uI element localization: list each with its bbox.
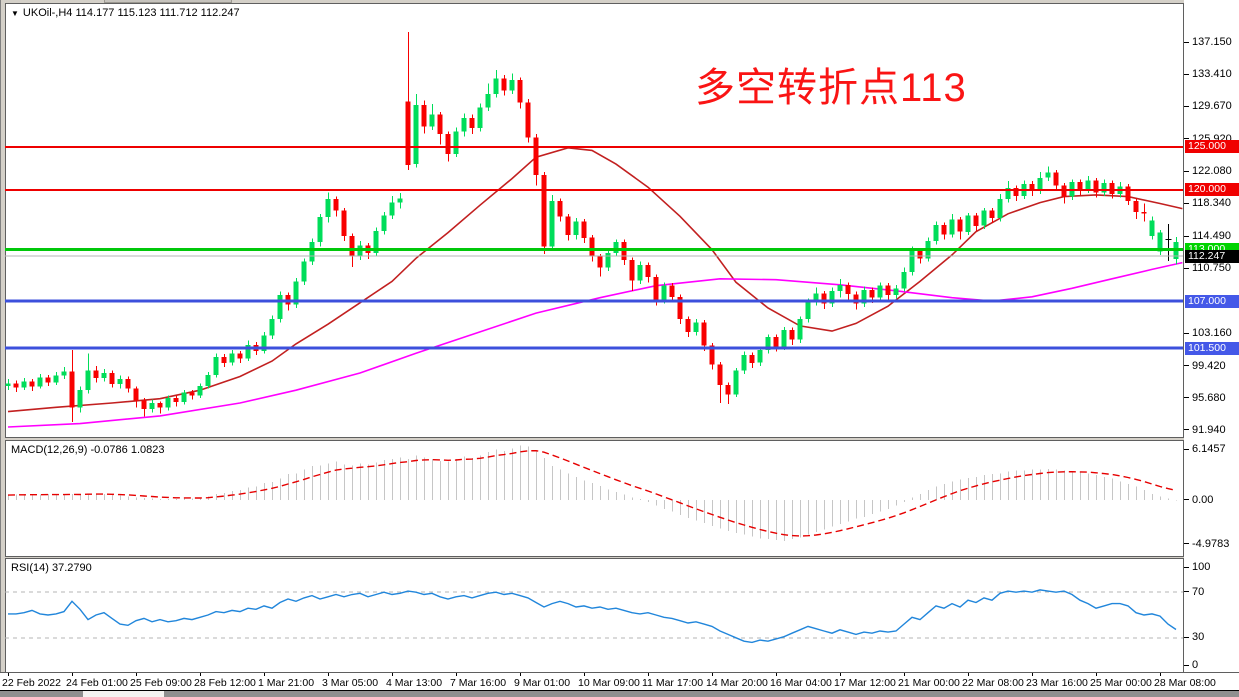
- time-tick: [72, 673, 73, 676]
- time-label: 17 Mar 12:00: [834, 677, 896, 689]
- time-label: 3 Mar 05:00: [322, 677, 379, 689]
- window-bottom-border: [0, 690, 1239, 691]
- macd-axis-label: 6.1457: [1184, 443, 1226, 456]
- time-tick: [8, 673, 9, 676]
- time-label: 14 Mar 20:00: [706, 677, 768, 689]
- price-badge-125.000: 125.000: [1185, 140, 1239, 154]
- time-label: 22 Feb 2022: [2, 677, 61, 689]
- time-label: 28 Mar 08:00: [1154, 677, 1216, 689]
- price-tick: 91.940: [1184, 424, 1226, 437]
- time-tick: [1096, 673, 1097, 676]
- time-label: 11 Mar 17:00: [642, 677, 704, 689]
- time-tick: [968, 673, 969, 676]
- rsi-header: RSI(14) 37.2790: [11, 562, 92, 574]
- time-label: 28 Feb 12:00: [194, 677, 256, 689]
- price-tick: 114.490: [1184, 230, 1231, 243]
- time-tick: [200, 673, 201, 676]
- time-label: 7 Mar 16:00: [450, 677, 507, 689]
- price-tick: 118.340: [1184, 197, 1231, 210]
- chart-annotation: 多空转折点113: [695, 66, 967, 110]
- time-label: 16 Mar 04:00: [770, 677, 832, 689]
- price-tick: 133.410: [1184, 68, 1232, 81]
- time-tick: [328, 673, 329, 676]
- price-badge-101.500: 101.500: [1185, 341, 1239, 355]
- time-tick: [520, 673, 521, 676]
- chevron-down-icon: ▼: [11, 9, 19, 18]
- rsi-axis-label: 30: [1184, 631, 1204, 644]
- time-label: 25 Mar 00:00: [1090, 677, 1152, 689]
- window-left-border: [0, 0, 1, 691]
- time-label: 22 Mar 08:00: [962, 677, 1024, 689]
- time-tick: [1032, 673, 1033, 676]
- rsi-axis-label: 70: [1184, 586, 1204, 599]
- symbol-title-text: UKOil-,H4 114.177 115.123 111.712 112.24…: [22, 7, 240, 19]
- time-tick: [456, 673, 457, 676]
- price-badge-107.000: 107.000: [1185, 294, 1239, 308]
- bottom-strip-mid: [83, 691, 164, 697]
- price-badge-120.000: 120.000: [1185, 183, 1239, 197]
- time-tick: [136, 673, 137, 676]
- price-axis[interactable]: 137.150 133.410 129.670 125.920 122.080 118.3…: [1184, 0, 1239, 691]
- macd-axis-label: 0.00: [1184, 494, 1213, 507]
- time-tick: [392, 673, 393, 676]
- price-tick: 95.680: [1184, 392, 1226, 405]
- time-label: 10 Mar 09:00: [578, 677, 640, 689]
- time-label: 25 Feb 09:00: [130, 677, 192, 689]
- rsi-axis-label: 0: [1184, 659, 1198, 672]
- price-tick: 129.670: [1184, 100, 1232, 113]
- price-tick: 99.420: [1184, 360, 1226, 373]
- price-tick: 137.150: [1184, 36, 1232, 49]
- time-label: 9 Mar 01:00: [514, 677, 571, 689]
- rsi-axis-label: 100: [1184, 561, 1210, 574]
- price-tick: 103.160: [1184, 327, 1232, 340]
- time-tick: [1160, 673, 1161, 676]
- bottom-strip-left: [0, 691, 83, 697]
- time-tick: [904, 673, 905, 676]
- time-label: 24 Feb 01:00: [66, 677, 128, 689]
- macd-axis-label: -4.9783: [1184, 538, 1229, 551]
- time-label: 1 Mar 21:00: [258, 677, 315, 689]
- time-tick: [264, 673, 265, 676]
- time-label: 23 Mar 16:00: [1026, 677, 1088, 689]
- price-tick: 110.750: [1184, 262, 1231, 275]
- toolbar-remnant: [104, 0, 232, 3]
- symbol-title[interactable]: ▼ UKOil-,H4 114.177 115.123 111.712 112.2…: [11, 7, 240, 19]
- time-tick: [648, 673, 649, 676]
- bottom-strip-right: [164, 691, 1239, 697]
- price-badge-112.247: 112.247: [1185, 249, 1239, 263]
- macd-header: MACD(12,26,9) -0.0786 1.0823: [11, 444, 165, 456]
- rsi-indicator-panel[interactable]: [5, 558, 1184, 673]
- time-label: 4 Mar 13:00: [386, 677, 443, 689]
- macd-indicator-panel[interactable]: [5, 440, 1184, 557]
- price-tick: 122.080: [1184, 165, 1232, 178]
- time-tick: [584, 673, 585, 676]
- time-axis[interactable]: 22 Feb 2022 24 Feb 01:00 25 Feb 09:00 28 Fe…: [0, 672, 1239, 691]
- time-label: 21 Mar 00:00: [898, 677, 960, 689]
- main-chart-panel[interactable]: [5, 3, 1184, 438]
- time-tick: [776, 673, 777, 676]
- time-tick: [712, 673, 713, 676]
- time-tick: [840, 673, 841, 676]
